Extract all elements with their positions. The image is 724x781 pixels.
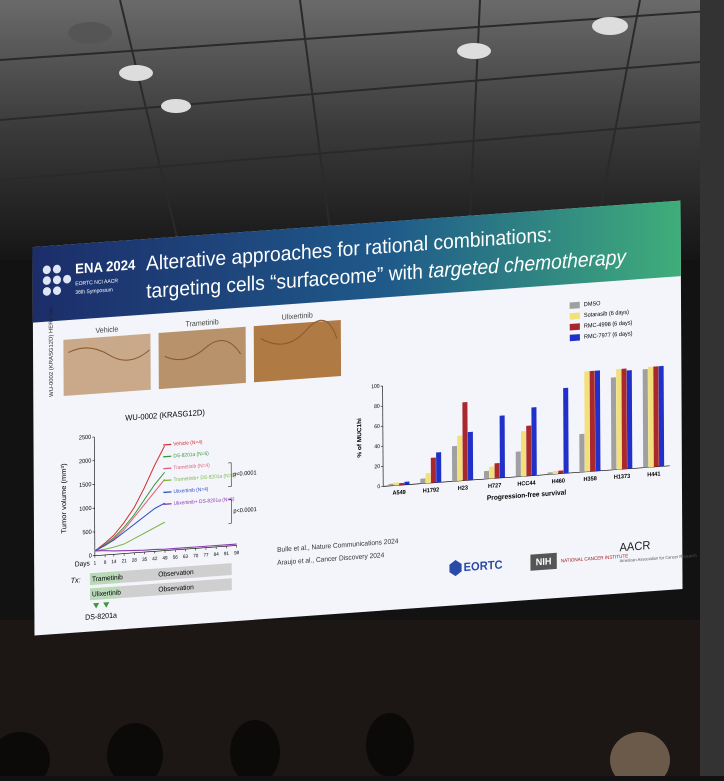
- legend-swatch: [163, 480, 171, 481]
- bar: [468, 432, 473, 481]
- x-tick-label: H23: [458, 485, 468, 492]
- bar: [457, 436, 462, 482]
- x-tick-label: 98: [234, 550, 239, 556]
- slide: ENA 2024 EORTC NCI AACR 36th Symposium A…: [33, 199, 698, 635]
- x-axis-label: Days: [75, 560, 91, 568]
- x-tick-label: 77: [203, 552, 208, 558]
- y-tick-label: 500: [82, 530, 91, 537]
- sponsor: NIH: [536, 555, 552, 567]
- bar: [484, 471, 489, 479]
- sponsor: AACR: [619, 540, 650, 555]
- x-tick-label: H1792: [423, 487, 439, 494]
- bar: [431, 457, 436, 482]
- y-tick-label: 60: [374, 424, 380, 431]
- y-tick-label: 20: [374, 464, 380, 471]
- image-label: Vehicle: [95, 324, 118, 335]
- y-tick-label: 80: [374, 404, 380, 411]
- y-tick-label: 1000: [79, 506, 91, 513]
- legend-label: DMSO: [584, 301, 601, 308]
- bar: [590, 371, 596, 472]
- x-tick-label: H727: [488, 483, 501, 490]
- bar: [621, 369, 627, 470]
- legend-swatch: [163, 492, 171, 493]
- y-tick-label: 1500: [79, 482, 91, 489]
- x-tick-label: 1: [94, 560, 97, 565]
- bar: [500, 415, 505, 478]
- y-tick-label: 100: [371, 384, 380, 391]
- legend-swatch: [570, 302, 580, 309]
- bar: [399, 483, 404, 485]
- y-tick-label: 2500: [79, 435, 91, 442]
- x-tick-label: 35: [142, 557, 147, 563]
- bar: [462, 402, 467, 481]
- tx-label: Tx:: [71, 575, 81, 585]
- legend-swatch: [570, 334, 580, 341]
- bar: [659, 366, 665, 467]
- bar: [394, 482, 399, 485]
- bar: [563, 388, 568, 474]
- legend-swatch: [570, 313, 580, 320]
- x-tick-label: 63: [183, 554, 188, 560]
- legend-swatch: [570, 323, 580, 330]
- bar: [553, 471, 558, 474]
- x-tick-label: 14: [111, 559, 116, 565]
- bar: [595, 370, 601, 471]
- y-tick-label: 0: [377, 484, 380, 490]
- x-tick-label: 42: [152, 556, 157, 562]
- bar: [420, 478, 425, 483]
- x-tick-label: 49: [163, 555, 168, 561]
- x-tick-label: 70: [193, 553, 198, 559]
- y-tick-label: 0: [89, 553, 92, 559]
- bar: [489, 466, 494, 478]
- bar: [558, 470, 563, 473]
- x-tick-label: H441: [647, 471, 661, 478]
- y-axis-label: % of MUC1hi: [356, 418, 363, 458]
- x-tick-label: 28: [132, 557, 137, 563]
- bar: [627, 370, 633, 469]
- bar: [495, 463, 500, 478]
- panel-label: WU-0002 (KRASG12D) HER2 low: [49, 306, 55, 397]
- legend-swatch: [163, 504, 171, 505]
- y-tick-label: 2000: [79, 458, 91, 465]
- x-tick-label: H358: [584, 476, 598, 483]
- x-tick-label: A549: [392, 490, 405, 497]
- legend-swatch: [163, 456, 171, 457]
- x-tick-label: 84: [214, 551, 219, 557]
- x-tick-label: H1373: [614, 474, 630, 481]
- bar: [611, 377, 617, 470]
- column: [700, 0, 724, 776]
- bar: [579, 434, 584, 472]
- y-axis-label: Tumor volume (mm³): [59, 463, 68, 534]
- legend-swatch: [163, 444, 171, 445]
- legend-swatch: [163, 468, 171, 469]
- x-tick-label: 21: [122, 558, 127, 564]
- bar: [452, 446, 457, 481]
- bar: [548, 472, 553, 474]
- bar: [526, 426, 531, 477]
- bar: [648, 367, 654, 468]
- x-tick-label: 91: [224, 551, 229, 557]
- bar: [531, 407, 536, 476]
- bar: [426, 473, 431, 483]
- bar: [404, 481, 409, 484]
- bar: [643, 369, 649, 468]
- bar: [516, 451, 521, 476]
- bar: [436, 452, 441, 482]
- x-tick-label: H460: [552, 478, 565, 485]
- x-tick-label: 56: [173, 554, 178, 560]
- bar: [616, 369, 622, 470]
- x-tick-label: 8: [104, 560, 107, 565]
- bar: [521, 431, 526, 477]
- y-tick-label: 40: [374, 444, 380, 451]
- bar: [653, 366, 659, 467]
- bar: [584, 371, 590, 472]
- bar: [388, 484, 393, 486]
